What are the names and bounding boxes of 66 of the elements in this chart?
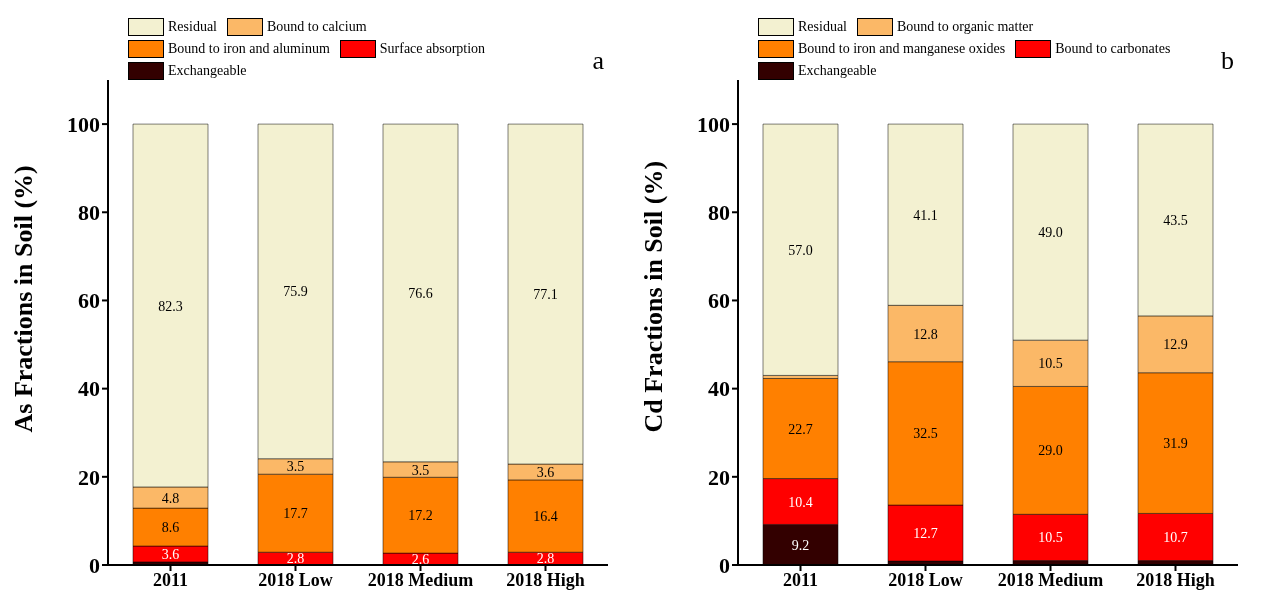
y-tick-label: 100 xyxy=(697,111,730,137)
legend-label: Bound to carbonates xyxy=(1054,40,1171,58)
data-label: 17.2 xyxy=(408,508,433,524)
data-label: 57.0 xyxy=(788,242,813,258)
y-tick-label: 40 xyxy=(78,376,100,402)
data-label: 77.1 xyxy=(533,287,558,303)
legend-label: Exchangeable xyxy=(167,62,247,80)
data-label: 31.9 xyxy=(1163,436,1188,452)
x-tick-label: 2018 High xyxy=(1136,569,1215,590)
data-label: 43.5 xyxy=(1163,212,1188,228)
data-label: 22.7 xyxy=(788,421,813,437)
y-axis-title: As Fractions in Soil (%) xyxy=(9,165,39,433)
y-tick-label: 20 xyxy=(78,464,100,490)
data-label: 32.5 xyxy=(913,426,938,442)
x-tick-label: 2011 xyxy=(152,569,189,590)
legend-label: Bound to organic matter xyxy=(896,18,1034,36)
legend-label: Bound to iron and manganese oxides xyxy=(797,40,1006,58)
y-tick-label: 20 xyxy=(708,464,730,490)
data-label: 8.6 xyxy=(161,520,180,536)
data-label: 9.2 xyxy=(791,537,810,553)
x-tick-label: 2018 High xyxy=(506,569,585,590)
legend-label: Surface absorption xyxy=(378,40,486,58)
data-label: 29.0 xyxy=(1038,443,1063,459)
data-label: 12.7 xyxy=(913,526,938,542)
legend-label: Residual xyxy=(167,18,217,36)
data-label: 76.6 xyxy=(408,285,433,301)
data-label: 3.6 xyxy=(161,546,180,562)
legend-label: Bound to calcium xyxy=(266,18,367,36)
text: b xyxy=(1221,46,1234,76)
x-tick-label: 2018 Low xyxy=(258,569,333,590)
y-tick-label: 80 xyxy=(708,200,730,226)
data-label: 10.5 xyxy=(1038,530,1063,546)
y-tick-label: 60 xyxy=(708,288,730,314)
data-label: 3.5 xyxy=(411,462,430,478)
data-label: 3.6 xyxy=(536,464,555,480)
data-label: 41.1 xyxy=(913,207,938,223)
x-tick-label: 2018 Medium xyxy=(997,569,1104,590)
y-tick-label: 80 xyxy=(78,200,100,226)
legend-label: Residual xyxy=(797,18,847,36)
data-label: 12.9 xyxy=(1163,337,1188,353)
y-tick-label: 0 xyxy=(89,552,100,578)
legend-label: Exchangeable xyxy=(797,62,877,80)
data-label: 75.9 xyxy=(283,284,308,300)
data-label: 17.7 xyxy=(283,506,308,522)
x-tick-label: 2018 Medium xyxy=(367,569,474,590)
y-tick-label: 60 xyxy=(78,288,100,314)
data-label: 12.8 xyxy=(913,326,938,342)
data-label: 10.4 xyxy=(788,494,813,510)
y-tick-label: 100 xyxy=(67,111,100,137)
data-label: 2.6 xyxy=(411,551,430,567)
data-label: 3.5 xyxy=(286,459,305,475)
y-tick-label: 40 xyxy=(708,376,730,402)
x-tick-label: 2018 Low xyxy=(888,569,963,590)
x-tick-label: 2011 xyxy=(782,569,819,590)
text: a xyxy=(592,46,604,76)
data-label: 49.0 xyxy=(1038,225,1063,241)
data-label: 16.4 xyxy=(533,509,558,525)
legend-label: Bound to iron and aluminum xyxy=(167,40,330,58)
data-label: 4.8 xyxy=(161,490,180,506)
data-label: 10.7 xyxy=(1163,530,1188,545)
y-axis-title: Cd Fractions in Soil (%) xyxy=(639,160,669,433)
y-tick-label: 0 xyxy=(719,552,730,578)
data-label: 2.8 xyxy=(286,551,305,567)
data-label: 2.8 xyxy=(536,551,555,567)
data-label: 10.5 xyxy=(1038,356,1063,372)
data-label: 82.3 xyxy=(158,298,183,314)
